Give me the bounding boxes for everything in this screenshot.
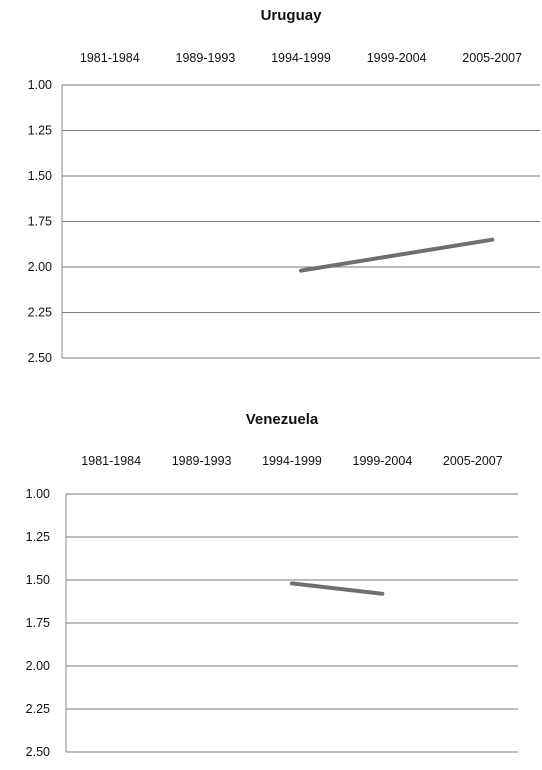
x-tick-label: 1999-2004: [367, 51, 427, 65]
x-tick-label: 1994-1999: [262, 454, 322, 468]
x-tick-label: 1989-1993: [176, 51, 236, 65]
y-tick-label: 2.25: [26, 702, 50, 716]
x-tick-label: 1989-1993: [172, 454, 232, 468]
y-tick-label: 1.25: [26, 530, 50, 544]
x-tick-label: 1981-1984: [81, 454, 141, 468]
venezuela-chart: Venezuela 1.00 1.25 1.50 1.75 2.00 2.25 2.50 198…: [26, 411, 518, 759]
y-tick-label: 2.50: [28, 351, 52, 365]
x-tick-label: 2005-2007: [443, 454, 503, 468]
y-tick-label: 1.50: [28, 169, 52, 183]
y-tick-label: 1.00: [26, 487, 50, 501]
x-tick-label: 1994-1999: [271, 51, 331, 65]
x-tick-label: 1981-1984: [80, 51, 140, 65]
chart-title: Venezuela: [246, 411, 319, 428]
y-tick-label: 2.25: [28, 306, 52, 320]
uruguay-chart: Uruguay 1.00 1.25 1.50 1.75 2.00 2.25 2.50 1981-…: [28, 7, 540, 365]
x-tick-label: 1999-2004: [353, 454, 413, 468]
y-tick-label: 1.00: [28, 78, 52, 92]
chart-title: Uruguay: [261, 7, 323, 24]
y-tick-label: 1.75: [28, 215, 52, 229]
y-tick-label: 1.75: [26, 616, 50, 630]
y-tick-label: 1.25: [28, 124, 52, 138]
x-tick-label: 2005-2007: [462, 51, 522, 65]
series-line: [299, 237, 495, 273]
series-line: [290, 581, 385, 596]
y-tick-label: 2.00: [26, 659, 50, 673]
y-tick-label: 2.00: [28, 260, 52, 274]
y-tick-label: 1.50: [26, 573, 50, 587]
y-tick-label: 2.50: [26, 745, 50, 759]
